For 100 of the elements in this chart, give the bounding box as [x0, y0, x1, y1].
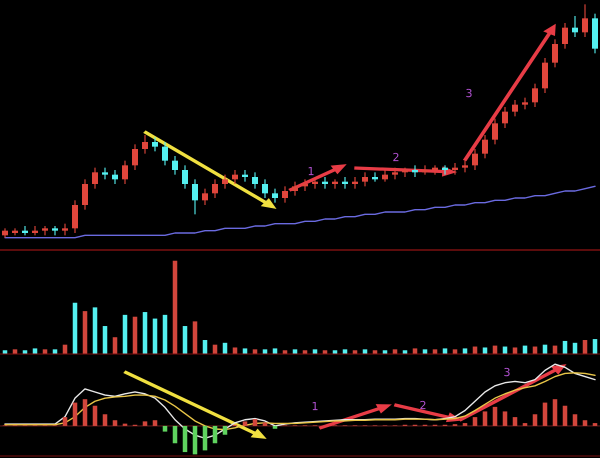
bar: [102, 414, 108, 426]
bar: [272, 426, 278, 429]
candlestick: [272, 188, 278, 204]
bar: [262, 422, 268, 426]
candlestick: [112, 169, 118, 185]
candlestick: [502, 106, 508, 129]
candlestick: [182, 164, 188, 190]
bar: [92, 406, 98, 426]
annotation: 2: [420, 400, 426, 410]
candlestick: [322, 176, 328, 190]
candlestick: [512, 99, 518, 117]
bar: [212, 426, 218, 444]
bar: [262, 349, 268, 354]
bar: [512, 347, 518, 354]
bar: [102, 326, 108, 354]
bar: [62, 344, 68, 354]
bar: [532, 414, 538, 426]
candlestick: [442, 164, 448, 176]
bar: [362, 349, 368, 354]
bar: [202, 426, 208, 450]
bar: [512, 417, 518, 426]
bar: [412, 348, 418, 354]
bar: [482, 411, 488, 426]
bar: [152, 318, 158, 354]
annotation: 3: [504, 368, 510, 376]
bar: [592, 423, 598, 426]
candlestick: [562, 22, 568, 50]
bar: [72, 402, 78, 426]
bar: [242, 421, 248, 426]
candlestick: [332, 178, 338, 190]
bar: [82, 399, 88, 426]
bar: [302, 350, 308, 354]
candlestick: [232, 169, 238, 185]
bar: [572, 414, 578, 426]
candlestick: [552, 38, 558, 68]
candlestick: [142, 134, 148, 154]
bar: [552, 399, 558, 426]
candlestick: [192, 178, 198, 215]
bar: [182, 426, 188, 452]
bar: [92, 307, 98, 354]
bar: [312, 349, 318, 354]
bar: [132, 316, 138, 354]
bar: [382, 350, 388, 354]
bar: [552, 346, 558, 354]
candlestick: [32, 225, 38, 236]
bar: [172, 260, 178, 354]
bar: [562, 406, 568, 426]
bar: [252, 349, 258, 354]
bar: [582, 420, 588, 426]
candlestick: [412, 164, 418, 178]
candlestick: [362, 172, 368, 187]
bar: [522, 423, 528, 426]
bar: [562, 340, 568, 354]
candlestick: [262, 178, 268, 199]
candlestick: [372, 172, 378, 182]
bar: [432, 349, 438, 354]
bar: [72, 302, 78, 354]
candlestick: [482, 134, 488, 159]
bar: [182, 326, 188, 354]
candlestick: [2, 228, 8, 238]
bar: [192, 426, 198, 454]
bar: [582, 340, 588, 354]
candlestick: [492, 118, 498, 145]
bar: [112, 337, 118, 354]
candlestick: [132, 144, 138, 171]
bar: [202, 340, 208, 354]
bar: [62, 417, 68, 426]
candlestick: [582, 4, 588, 38]
bar: [462, 348, 468, 354]
candlestick: [532, 83, 538, 108]
bar: [462, 423, 468, 426]
bar: [172, 426, 178, 444]
bar: [352, 350, 358, 354]
candlestick: [82, 178, 88, 210]
bar: [492, 346, 498, 354]
candlestick: [212, 178, 218, 199]
bar: [472, 417, 478, 426]
candlestick: [162, 141, 168, 166]
bar: [482, 347, 488, 354]
candlestick: [152, 136, 158, 152]
candlestick: [222, 174, 228, 190]
bar: [232, 347, 238, 354]
bar: [192, 321, 198, 354]
candlestick: [172, 155, 178, 176]
bar: [532, 346, 538, 354]
bar: [542, 402, 548, 426]
bar: [252, 419, 258, 426]
candlestick: [352, 176, 358, 190]
candlestick: [572, 15, 578, 38]
annotation: 1: [312, 402, 318, 410]
annotation: 1: [308, 166, 314, 176]
candlestick: [342, 176, 348, 190]
bar: [152, 420, 158, 426]
candlestick: [282, 186, 288, 204]
candlestick: [312, 178, 318, 190]
bar: [492, 406, 498, 426]
bar: [122, 314, 128, 354]
candlestick: [202, 188, 208, 206]
candlestick: [122, 160, 128, 185]
bar: [82, 311, 88, 354]
